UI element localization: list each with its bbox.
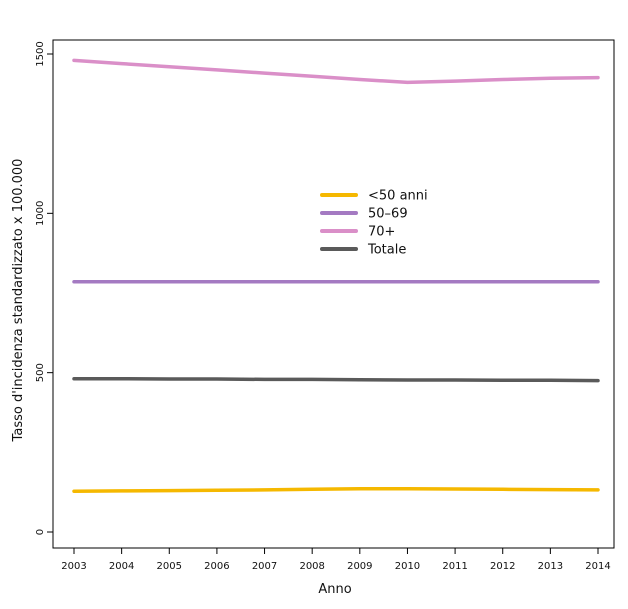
x-tick-label: 2008 — [299, 561, 324, 572]
y-tick-label: 0 — [35, 529, 46, 535]
y-tick-label: 1500 — [35, 41, 46, 66]
x-tick-label: 2010 — [395, 561, 420, 572]
series-line-70 — [72, 58, 600, 85]
legend-label: 50–69 — [368, 207, 408, 222]
legend-label: <50 anni — [368, 189, 428, 204]
y-axis-title: Tasso d'incidenza standardizzato x 100.0… — [11, 159, 26, 443]
x-tick-label: 2005 — [157, 561, 182, 572]
series-line-50-anni — [72, 486, 600, 493]
x-tick-label: 2006 — [204, 561, 229, 572]
x-axis-title: Anno — [318, 582, 351, 597]
series-line-totale — [72, 376, 600, 383]
x-tick-label: 2014 — [585, 561, 610, 572]
x-tick-label: 2003 — [61, 561, 86, 572]
x-tick-label: 2013 — [538, 561, 563, 572]
legend-label: 70+ — [368, 225, 395, 240]
y-tick-label: 500 — [35, 363, 46, 382]
x-tick-label: 2012 — [490, 561, 515, 572]
x-tick-label: 2011 — [442, 561, 467, 572]
plot-frame — [52, 39, 615, 549]
x-tick-label: 2004 — [109, 561, 134, 572]
y-tick-label: 1000 — [35, 201, 46, 226]
legend-label: Totale — [367, 243, 406, 258]
x-tick-label: 2009 — [347, 561, 372, 572]
x-tick-label: 2007 — [252, 561, 277, 572]
